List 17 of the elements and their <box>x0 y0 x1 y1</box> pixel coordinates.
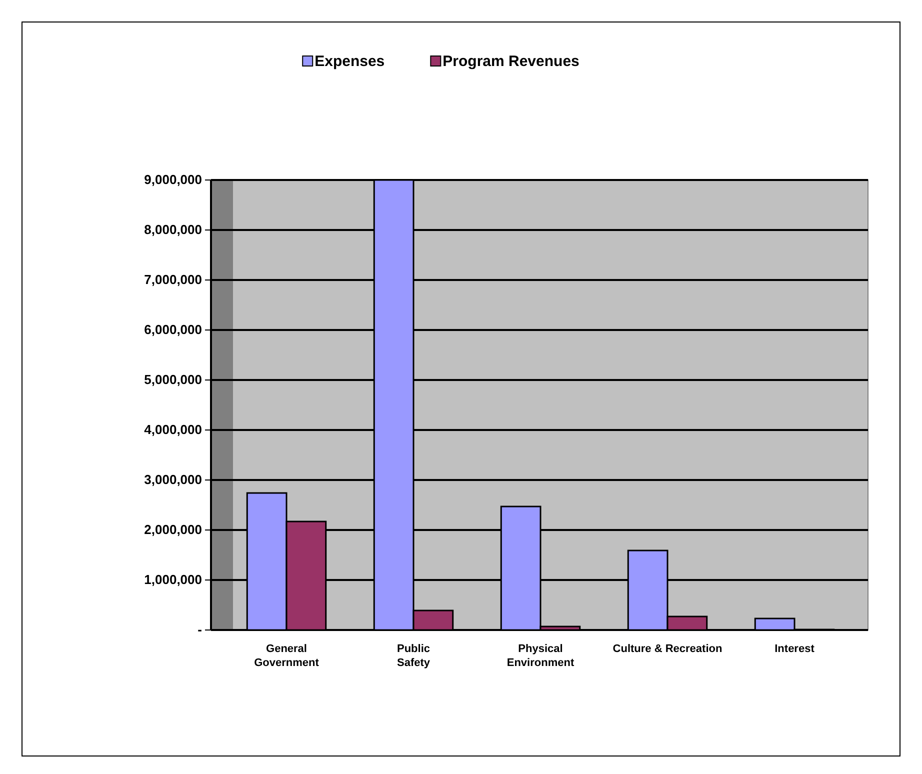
y-tick-label: 5,000,000 <box>144 372 202 388</box>
x-tick-label: Public Safety <box>396 643 431 669</box>
y-tick-label: 3,000,000 <box>144 472 202 488</box>
y-tick-label: 6,000,000 <box>144 322 202 338</box>
x-tick-label: General Government <box>254 643 320 669</box>
x-tick-label: Interest <box>774 643 815 655</box>
y-tick-label: 2,000,000 <box>144 522 202 538</box>
y-tick-label: 9,000,000 <box>144 172 202 188</box>
y-tick-label: 7,000,000 <box>144 272 202 288</box>
y-tick-label: 4,000,000 <box>144 422 202 438</box>
x-tick-label: Physical Environment <box>506 643 574 669</box>
y-tick-label: 1,000,000 <box>144 572 202 588</box>
y-tick-label: 8,000,000 <box>144 222 202 238</box>
x-tick-label: Culture & Recreation <box>612 643 722 655</box>
y-tick-label: - <box>198 622 202 638</box>
legend-label: Program Revenues <box>442 53 580 70</box>
legend-label: Expenses <box>314 53 385 70</box>
